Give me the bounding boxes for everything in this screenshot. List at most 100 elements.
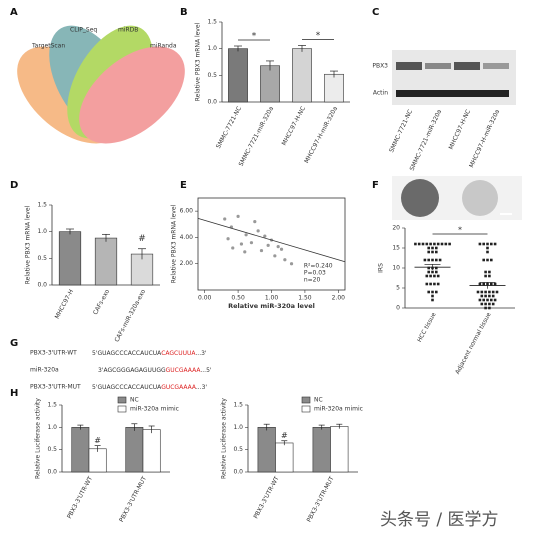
x-tick-label: PBX3-3'UTR-WT bbox=[252, 475, 280, 520]
dot bbox=[488, 274, 491, 278]
dot bbox=[493, 298, 497, 302]
dot bbox=[448, 242, 451, 246]
y-tick-label: 0.0 bbox=[207, 99, 217, 106]
seq: 5'GUAGCCCACCAUCUACAGCUUUA...3' bbox=[92, 350, 207, 357]
y-tick-label: 4.00 bbox=[180, 234, 194, 241]
bar bbox=[228, 48, 248, 103]
bar bbox=[324, 73, 344, 103]
legend-label: NC bbox=[314, 397, 323, 404]
y-axis-label: Relative PBX3 mRNA level bbox=[25, 205, 32, 284]
dot bbox=[425, 242, 429, 246]
bar bbox=[312, 427, 331, 473]
venn-label: TargetScan bbox=[31, 43, 65, 50]
annotation: * bbox=[458, 226, 462, 235]
x-tick-label: MHCC97-H bbox=[54, 288, 75, 320]
annotation: n=20 bbox=[304, 277, 321, 284]
y-tick-label: 1.0 bbox=[37, 228, 47, 235]
legend-label: miR-320a mimic bbox=[314, 406, 363, 413]
dot bbox=[423, 258, 427, 262]
y-tick-label: 0 bbox=[396, 305, 400, 312]
dot bbox=[484, 270, 487, 274]
dot bbox=[486, 250, 489, 254]
y-tick-label: 15 bbox=[392, 245, 400, 252]
dot bbox=[493, 282, 497, 286]
panel-label: H bbox=[10, 388, 18, 399]
y-tick-label: 10 bbox=[392, 265, 400, 272]
x-tick-label: 1.00 bbox=[265, 295, 279, 302]
point bbox=[244, 233, 248, 237]
seq-name: PBX3-3'UTR-WT bbox=[30, 350, 77, 357]
dot bbox=[431, 246, 434, 250]
blot-row: PBX3 bbox=[372, 63, 388, 70]
point bbox=[226, 237, 230, 241]
bar bbox=[330, 426, 349, 473]
dot bbox=[438, 258, 442, 262]
seq-site: GUCGAAAA bbox=[166, 367, 202, 374]
blot-lane: SMMC-7721-miR-320a bbox=[409, 108, 444, 172]
band bbox=[396, 90, 509, 97]
dot bbox=[482, 258, 485, 262]
band bbox=[396, 62, 422, 70]
bar bbox=[125, 427, 144, 473]
watermark: 头条号 / 医学方 bbox=[380, 510, 499, 530]
point bbox=[266, 243, 270, 247]
dot bbox=[427, 246, 430, 250]
panel-label: G bbox=[10, 338, 18, 349]
dot bbox=[478, 298, 482, 302]
y-tick-label: 0.5 bbox=[37, 255, 47, 262]
seq: 5'GUAGCCCACCAUCUAGUCGAAAA...3' bbox=[92, 384, 207, 391]
bar bbox=[260, 65, 280, 103]
panel-label: D bbox=[10, 180, 18, 191]
annotation: # bbox=[281, 431, 288, 440]
bar bbox=[58, 231, 82, 286]
dot bbox=[493, 242, 497, 246]
y-tick-label: 1.5 bbox=[207, 19, 217, 26]
bar bbox=[257, 427, 276, 473]
tissue bbox=[462, 180, 498, 216]
legend-label: miR-320a mimic bbox=[130, 406, 179, 413]
x-tick-label: CAFs-miR-320a-exo bbox=[113, 288, 147, 343]
x-axis-label: Relative miR-320a level bbox=[228, 302, 315, 310]
y-tick-label: 0.5 bbox=[47, 446, 57, 453]
y-axis-label: IRS bbox=[378, 263, 385, 273]
dot bbox=[421, 242, 425, 246]
dot bbox=[480, 302, 484, 306]
y-tick-label: 2.00 bbox=[180, 260, 194, 267]
dot bbox=[486, 258, 489, 262]
dot bbox=[425, 274, 429, 278]
x-tick-label: MHCC97-H-miR-320a bbox=[303, 105, 339, 164]
dot bbox=[488, 290, 491, 294]
point bbox=[253, 220, 257, 224]
dot bbox=[480, 290, 484, 294]
dot bbox=[427, 270, 430, 274]
dot bbox=[427, 258, 430, 262]
legend-swatch bbox=[301, 405, 311, 413]
x-tick-label: MHCC97-H-NC bbox=[281, 105, 307, 146]
bar bbox=[275, 442, 294, 473]
dot bbox=[435, 270, 438, 274]
blot bbox=[392, 50, 516, 105]
point bbox=[276, 245, 280, 249]
x-tick-label: Adjacent normal tissue bbox=[454, 311, 493, 375]
annotation: # bbox=[94, 436, 101, 445]
seq-site: CAGCUUUA bbox=[161, 350, 196, 357]
dot bbox=[490, 298, 493, 302]
dot bbox=[482, 282, 485, 286]
x-tick-label: CAFs-exo bbox=[92, 288, 111, 316]
y-tick-label: 0.0 bbox=[233, 469, 243, 476]
dot bbox=[414, 242, 417, 246]
dot bbox=[484, 274, 487, 278]
dot bbox=[490, 258, 493, 262]
fit-line bbox=[197, 217, 346, 263]
dot bbox=[495, 290, 499, 294]
seq-end: ...3' bbox=[196, 384, 208, 391]
seq-part: 5'GUAGCCCACCAUCUA bbox=[92, 350, 162, 357]
legend-label: NC bbox=[130, 397, 139, 404]
annotation: P=0.03 bbox=[304, 270, 326, 277]
dot bbox=[484, 290, 487, 294]
dot bbox=[444, 242, 448, 246]
seq-name: PBX3-3'UTR-MUT bbox=[30, 384, 81, 391]
blot-lane: MHCC97-H-NC bbox=[448, 109, 473, 151]
venn-label: miRanda bbox=[150, 43, 177, 50]
dot bbox=[429, 282, 432, 286]
